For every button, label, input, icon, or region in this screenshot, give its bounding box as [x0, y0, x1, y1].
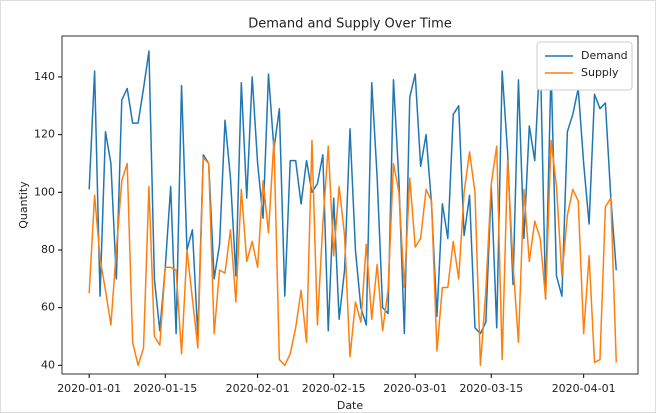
y-tick-label: 100 [34, 185, 55, 198]
x-tick-label: 2020-01-15 [133, 382, 197, 395]
x-tick-label: 2020-03-01 [383, 382, 447, 395]
series-line [88, 139, 618, 367]
x-tick-label: 2020-03-15 [459, 382, 523, 395]
plot-frame [61, 35, 639, 375]
legend-label: Demand [581, 49, 628, 62]
x-tick-label: 2020-02-15 [302, 382, 366, 395]
x-tick-label: 2020-04-01 [552, 382, 616, 395]
y-axis-label: Quantity [17, 181, 30, 229]
x-axis-label: Date [337, 399, 364, 412]
chart-title: Demand and Supply Over Time [248, 17, 452, 32]
y-tick-label: 60 [41, 301, 55, 314]
legend-label: Supply [581, 66, 619, 79]
legend-box [536, 41, 633, 91]
x-tick-label: 2020-02-01 [226, 382, 290, 395]
x-tick-label: 2020-01-01 [57, 382, 121, 395]
y-tick-label: 140 [34, 70, 55, 83]
y-tick-label: 120 [34, 128, 55, 141]
y-tick-label: 40 [41, 358, 55, 371]
y-tick-label: 80 [41, 243, 55, 256]
